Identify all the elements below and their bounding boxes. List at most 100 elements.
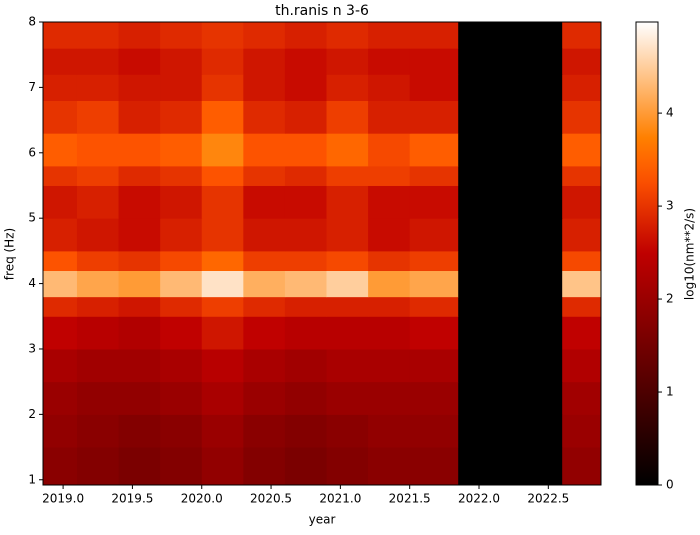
heatmap-cell [284, 348, 328, 383]
colorbar-tick-label: 3 [666, 199, 674, 213]
heatmap-cell [43, 296, 78, 317]
heatmap-cell [284, 22, 328, 49]
heatmap-cell [118, 100, 161, 134]
heatmap-cell [368, 270, 411, 298]
heatmap-cell [284, 381, 328, 415]
heatmap-cell [43, 165, 78, 186]
heatmap-cell [243, 165, 286, 186]
heatmap-cell [201, 414, 244, 448]
heatmap-cell [409, 74, 459, 101]
heatmap-cell [409, 48, 459, 75]
heatmap-cell [409, 348, 459, 383]
y-axis-label: freq (Hz) [3, 228, 17, 280]
heatmap-cell [160, 270, 203, 298]
heatmap-cell [201, 447, 244, 486]
heatmap-cell [284, 270, 328, 298]
heatmap-cell [43, 316, 78, 350]
heatmap-cell [326, 185, 369, 219]
heatmap-cell [368, 447, 411, 486]
heatmap-cell [458, 218, 563, 252]
heatmap-cell [458, 296, 563, 317]
heatmap-cell [201, 348, 244, 383]
heatmap-cell [76, 447, 120, 486]
x-tick-label: 2022.5 [527, 492, 569, 506]
x-tick-label: 2020.0 [181, 492, 223, 506]
heatmap-cell [118, 296, 161, 317]
x-axis-label: year [309, 513, 336, 527]
heatmap-cell [160, 381, 203, 415]
heatmap-cell [76, 185, 120, 219]
heatmap-cell [562, 185, 602, 219]
heatmap-cell [243, 133, 286, 167]
heatmap-cell [160, 296, 203, 317]
heatmap-cell [43, 250, 78, 272]
heatmap-cell [76, 381, 120, 415]
heatmap-cell [76, 316, 120, 350]
y-tick-label: 3 [28, 341, 36, 355]
heatmap-cell [368, 185, 411, 219]
heatmap-cell [201, 270, 244, 298]
heatmap-cell [160, 348, 203, 383]
heatmap-cell [368, 74, 411, 101]
heatmap-cell [458, 133, 563, 167]
heatmap-cell [201, 296, 244, 317]
heatmap-cell [118, 133, 161, 167]
heatmap-cell [43, 218, 78, 252]
heatmap-cell [118, 348, 161, 383]
x-tick-label: 2020.5 [250, 492, 292, 506]
chart-title: th.ranis n 3-6 [275, 3, 369, 19]
y-tick-label: 7 [28, 80, 36, 94]
heatmap-cell [326, 22, 369, 49]
heatmap-cell [458, 185, 563, 219]
heatmap-cell [243, 381, 286, 415]
heatmap-cell [76, 218, 120, 252]
heatmap-cell [368, 348, 411, 383]
heatmap-cell [458, 270, 563, 298]
heatmap-cell [326, 74, 369, 101]
heatmap-cell [326, 447, 369, 486]
heatmap-cell [562, 22, 602, 49]
heatmap-cell [409, 296, 459, 317]
y-tick-label: 2 [28, 407, 36, 421]
heatmap-cell [243, 250, 286, 272]
heatmap-cell [562, 296, 602, 317]
heatmap-cell [284, 133, 328, 167]
heatmap-cell [562, 414, 602, 448]
heatmap-cell [43, 414, 78, 448]
heatmap-cell [243, 100, 286, 134]
heatmap-cell [160, 165, 203, 186]
heatmap-cell [43, 22, 78, 49]
heatmap-cell [284, 100, 328, 134]
heatmap-cell [160, 22, 203, 49]
heatmap-cell [160, 74, 203, 101]
heatmap-cell [43, 185, 78, 219]
heatmap-cell [118, 165, 161, 186]
heatmap-cell [201, 185, 244, 219]
heatmap-cell [43, 348, 78, 383]
heatmap-cell [118, 381, 161, 415]
heatmap-cell [243, 48, 286, 75]
heatmap-cell [160, 316, 203, 350]
heatmap-cell [326, 133, 369, 167]
heatmap-cell [201, 100, 244, 134]
heatmap-cell [160, 185, 203, 219]
heatmap-cell [458, 100, 563, 134]
heatmap-cell [76, 348, 120, 383]
heatmap-cell [76, 100, 120, 134]
heatmap-cell [562, 270, 602, 298]
heatmap-cell [76, 270, 120, 298]
heatmap-cell [43, 100, 78, 134]
heatmap-cell [160, 48, 203, 75]
heatmap-cell [243, 348, 286, 383]
heatmap-cell [76, 133, 120, 167]
heatmap-cell [409, 185, 459, 219]
heatmap-cell [118, 218, 161, 252]
heatmap-cell [201, 381, 244, 415]
heatmap-cell [562, 381, 602, 415]
plot-frame [42, 21, 602, 486]
heatmap-cell [243, 414, 286, 448]
heatmap-cell [76, 74, 120, 101]
heatmap-cell [76, 165, 120, 186]
heatmap-cell [243, 218, 286, 252]
heatmap-cell [160, 250, 203, 272]
